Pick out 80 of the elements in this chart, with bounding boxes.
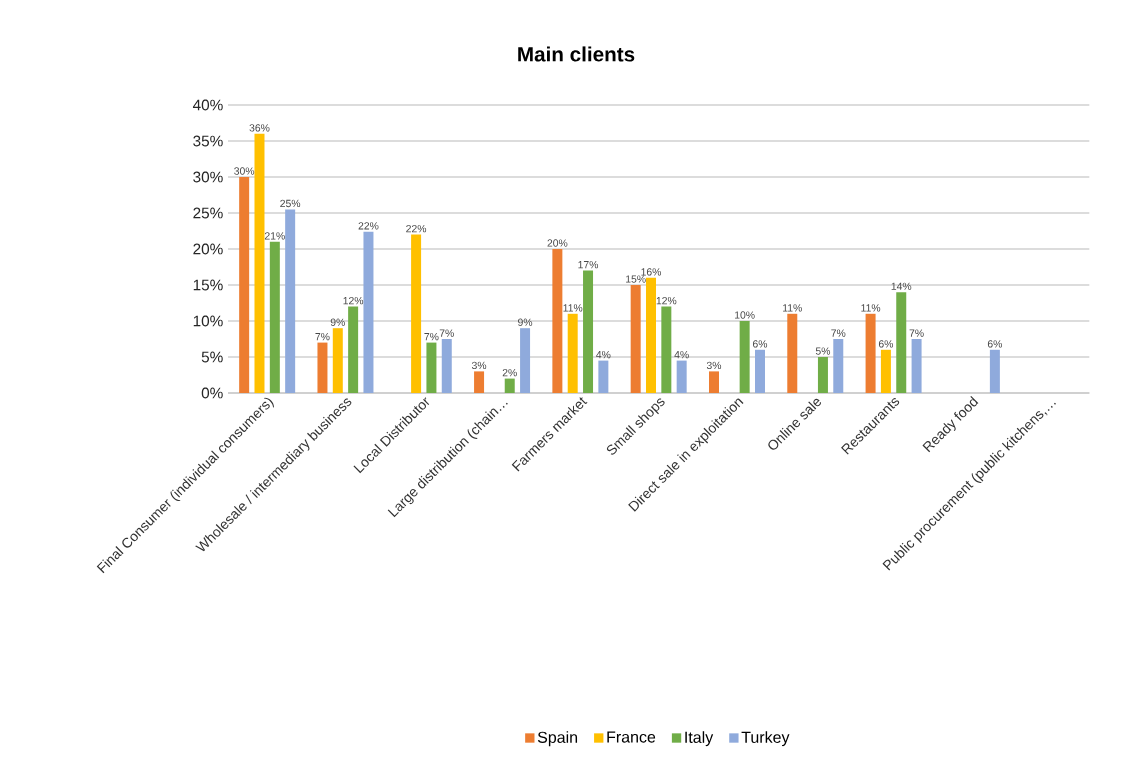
data-label: 25% [280,199,301,208]
data-label: 11% [563,304,583,312]
bar [254,133,265,393]
bar [880,349,891,393]
y-tick-label: 40% [192,99,223,111]
data-label: 9% [518,318,533,326]
legend-label: France [607,731,656,743]
y-tick-label: 0% [201,387,223,399]
bar [239,176,250,393]
data-label: 14% [891,282,912,290]
data-label: 16% [641,268,662,276]
bar [708,371,719,393]
bar [865,313,876,393]
bar [676,360,687,393]
data-label: 5% [815,347,831,355]
data-label: 12% [343,297,364,305]
bar [520,328,531,393]
y-tick-label: 30% [193,171,223,183]
data-label: 3% [471,361,487,370]
bar [661,306,672,393]
bar [285,209,296,393]
bar [348,306,359,393]
y-tick-label: 10% [193,315,223,327]
bar [474,371,485,393]
data-label: 6% [878,340,894,348]
bar [426,342,437,393]
data-label: 15% [626,275,646,283]
legend-label: Italy [685,731,714,747]
data-label: 7% [424,333,439,341]
y-tick-label: 25% [193,207,223,219]
bar [552,248,563,393]
data-label: 30% [234,167,255,175]
bar [817,356,828,393]
data-label: 20% [547,239,568,247]
bar [646,277,657,393]
legend-label: Spain [537,731,578,747]
data-label: 22% [406,225,427,233]
bar [739,320,750,393]
chart-title: Main clients [518,46,635,62]
y-tick-label: 5% [201,351,223,363]
bar [833,338,844,393]
data-label: 9% [330,318,345,326]
data-label: 17% [578,261,599,269]
data-label: 4% [596,351,611,359]
y-tick-label: 15% [193,279,223,291]
bar [896,292,907,393]
y-tick-label: 20% [193,243,223,255]
legend-label: Turkey [741,731,790,747]
data-label: 2% [502,369,517,377]
bar [911,338,922,393]
bar [787,313,798,393]
bar [598,360,609,393]
data-label: 7% [315,333,330,341]
bar [567,313,578,393]
bar [332,328,343,393]
bar [630,284,641,393]
bar [269,241,280,393]
data-label: 7% [909,329,924,337]
data-label: 3% [706,361,722,370]
data-label: 36% [249,124,270,132]
bar [583,270,594,393]
data-label: 4% [674,351,689,359]
bar [411,234,422,393]
data-label: 11% [783,304,802,312]
data-label: 7% [439,329,454,337]
bar [504,378,515,393]
data-label: 6% [752,340,768,348]
bar [363,231,374,393]
data-label: 10% [735,311,755,319]
bar [317,342,328,393]
data-label: 11% [861,304,881,312]
bar [989,349,1000,393]
data-label: 12% [656,297,677,305]
data-label: 6% [987,340,1003,348]
data-label: 22% [358,222,379,230]
data-label: 7% [831,329,846,337]
bar [441,338,452,393]
data-label: 21% [264,232,285,240]
bar [754,349,765,393]
y-tick-label: 35% [193,135,223,147]
